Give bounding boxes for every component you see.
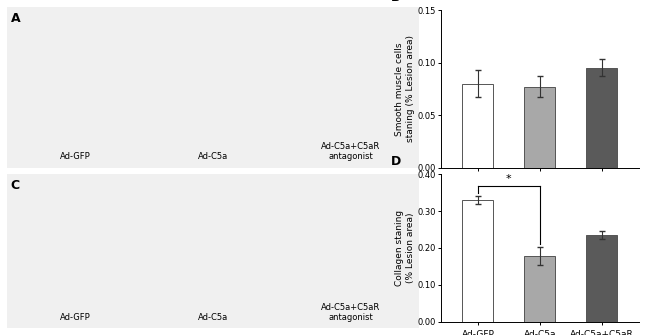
Text: Ad-GFP: Ad-GFP (60, 152, 90, 161)
Bar (462, 83, 493, 168)
Y-axis label: Smooth muscle cells
staning (% Lesion area): Smooth muscle cells staning (% Lesion ar… (395, 35, 415, 142)
Bar (525, 256, 555, 322)
Text: Ad-C5a+C5aR
antagonist: Ad-C5a+C5aR antagonist (321, 303, 380, 322)
Text: A: A (10, 11, 20, 24)
Bar (462, 200, 493, 322)
Text: B: B (391, 0, 400, 4)
Text: D: D (391, 155, 402, 168)
Text: Ad-C5a: Ad-C5a (198, 152, 228, 161)
Text: Ad-C5a+C5aR
antagonist: Ad-C5a+C5aR antagonist (321, 142, 380, 161)
Text: Ad-C5a: Ad-C5a (198, 313, 228, 322)
Text: *: * (506, 174, 512, 184)
Bar (525, 87, 555, 168)
Text: Ad-GFP: Ad-GFP (60, 313, 90, 322)
Text: C: C (10, 179, 20, 192)
Bar (586, 68, 618, 168)
Bar (586, 235, 618, 322)
Y-axis label: Collagen staning
(% Lesion area): Collagen staning (% Lesion area) (395, 210, 415, 286)
